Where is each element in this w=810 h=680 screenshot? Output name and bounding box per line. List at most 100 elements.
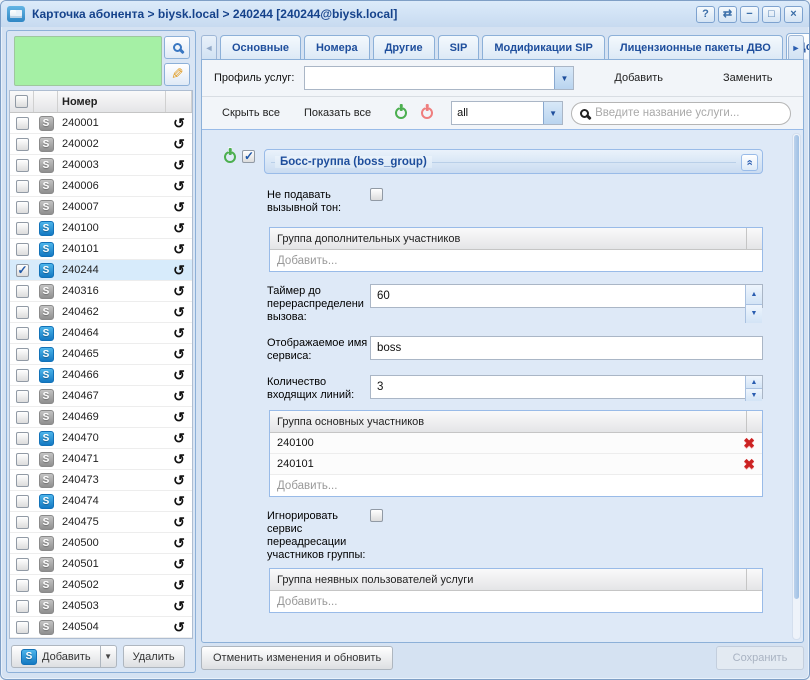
list-item[interactable]: S 240504 ↺ <box>10 617 192 638</box>
list-item[interactable]: S 240003 ↺ <box>10 155 192 176</box>
tab-модификации-sip[interactable]: Модификации SIP <box>482 35 605 59</box>
row-checkbox[interactable] <box>15 263 29 277</box>
no-ring-checkbox[interactable] <box>370 188 383 201</box>
history-icon[interactable]: ↺ <box>173 514 185 530</box>
spinner-up-icon[interactable]: ▲ <box>746 376 762 389</box>
row-checkbox[interactable] <box>15 620 29 634</box>
row-checkbox[interactable] <box>15 347 29 361</box>
select-all-checkbox[interactable] <box>15 95 28 108</box>
history-icon[interactable]: ↺ <box>173 346 185 362</box>
tab-sip[interactable]: SIP <box>437 35 480 59</box>
list-item[interactable]: S 240465 ↺ <box>10 344 192 365</box>
refresh-button[interactable]: ⇄ <box>718 5 737 23</box>
history-icon[interactable]: ↺ <box>173 409 185 425</box>
list-item[interactable]: S 240100 ↺ <box>10 218 192 239</box>
row-checkbox[interactable] <box>15 557 29 571</box>
timer-input[interactable] <box>370 284 763 308</box>
member-row[interactable]: 240100 ✖ <box>270 433 762 454</box>
main-group-add-row[interactable]: Добавить... <box>270 475 762 496</box>
row-checkbox[interactable] <box>15 599 29 613</box>
history-icon[interactable]: ↺ <box>173 367 185 383</box>
list-item[interactable]: S 240471 ↺ <box>10 449 192 470</box>
history-icon[interactable]: ↺ <box>173 577 185 593</box>
row-checkbox[interactable] <box>15 494 29 508</box>
tab-лицензионные-пакеты-дво[interactable]: Лицензионные пакеты ДВО <box>607 35 783 59</box>
history-icon[interactable]: ↺ <box>173 178 185 194</box>
tab-номера[interactable]: Номера <box>303 35 370 59</box>
row-checkbox[interactable] <box>15 221 29 235</box>
list-item[interactable]: S 240473 ↺ <box>10 470 192 491</box>
collapse-button[interactable]: « <box>741 154 758 171</box>
history-icon[interactable]: ↺ <box>173 136 185 152</box>
history-icon[interactable]: ↺ <box>173 283 185 299</box>
add-number-button[interactable]: S Добавить <box>11 645 101 668</box>
list-item[interactable]: S 240474 ↺ <box>10 491 192 512</box>
show-all-button[interactable]: Показать все <box>303 107 372 119</box>
row-checkbox[interactable] <box>15 452 29 466</box>
list-item[interactable]: S 240502 ↺ <box>10 575 192 596</box>
list-item[interactable]: S 240462 ↺ <box>10 302 192 323</box>
tab-scroll-right[interactable]: ► <box>788 35 804 59</box>
history-icon[interactable]: ↺ <box>173 115 185 131</box>
help-button[interactable]: ? <box>696 5 715 23</box>
tab-основные[interactable]: Основные <box>220 35 301 59</box>
service-enabled-checkbox[interactable] <box>242 149 255 163</box>
edit-button[interactable]: ✎ <box>164 63 190 86</box>
service-filter-select[interactable]: all ▼ <box>451 101 564 125</box>
list-item[interactable]: S 240475 ↺ <box>10 512 192 533</box>
add-number-dropdown[interactable]: ▼ <box>100 645 117 668</box>
list-item[interactable]: S 240101 ↺ <box>10 239 192 260</box>
history-icon[interactable]: ↺ <box>173 388 185 404</box>
row-checkbox[interactable] <box>15 116 29 130</box>
history-icon[interactable]: ↺ <box>173 262 185 278</box>
row-checkbox[interactable] <box>15 242 29 256</box>
history-icon[interactable]: ↺ <box>173 556 185 572</box>
implicit-group-add-row[interactable]: Добавить... <box>270 591 762 612</box>
profile-replace-button[interactable]: Заменить <box>723 72 773 84</box>
tab-другие[interactable]: Другие <box>372 35 435 59</box>
history-icon[interactable]: ↺ <box>173 598 185 614</box>
list-item[interactable]: S 240007 ↺ <box>10 197 192 218</box>
row-checkbox[interactable] <box>15 389 29 403</box>
list-item[interactable]: S 240464 ↺ <box>10 323 192 344</box>
list-item[interactable]: S 240001 ↺ <box>10 113 192 134</box>
history-icon[interactable]: ↺ <box>173 493 185 509</box>
chevron-down-icon[interactable]: ▼ <box>543 102 563 124</box>
quick-search-textarea[interactable] <box>14 36 162 86</box>
enable-all-icon[interactable] <box>395 107 408 119</box>
delete-number-button[interactable]: Удалить <box>122 645 185 668</box>
list-item[interactable]: S 240006 ↺ <box>10 176 192 197</box>
minimize-button[interactable]: − <box>740 5 759 23</box>
list-item[interactable]: S 240470 ↺ <box>10 428 192 449</box>
cancel-refresh-button[interactable]: Отменить изменения и обновить <box>201 646 394 670</box>
scrollbar-thumb[interactable] <box>794 135 799 599</box>
history-icon[interactable]: ↺ <box>173 304 185 320</box>
service-search-input[interactable] <box>595 107 782 119</box>
list-item[interactable]: S 240503 ↺ <box>10 596 192 617</box>
row-checkbox[interactable] <box>15 137 29 151</box>
maximize-button[interactable]: □ <box>762 5 781 23</box>
spinner-up-icon[interactable]: ▲ <box>746 285 762 305</box>
row-checkbox[interactable] <box>15 515 29 529</box>
profile-add-button[interactable]: Добавить <box>614 72 664 84</box>
service-power-icon[interactable] <box>224 150 236 163</box>
delete-member-icon[interactable]: ✖ <box>743 456 755 472</box>
chevron-down-icon[interactable]: ▼ <box>554 67 574 89</box>
list-item[interactable]: S 240244 ↺ <box>10 260 192 281</box>
row-checkbox[interactable] <box>15 158 29 172</box>
list-item[interactable]: S 240466 ↺ <box>10 365 192 386</box>
list-item[interactable]: S 240500 ↺ <box>10 533 192 554</box>
history-icon[interactable]: ↺ <box>173 157 185 173</box>
row-checkbox[interactable] <box>15 473 29 487</box>
profile-combo[interactable]: ▼ <box>304 66 575 90</box>
delete-member-icon[interactable]: ✖ <box>743 435 755 451</box>
list-item[interactable]: S 240002 ↺ <box>10 134 192 155</box>
extra-group-add-row[interactable]: Добавить... <box>270 250 762 271</box>
history-icon[interactable]: ↺ <box>173 451 185 467</box>
history-icon[interactable]: ↺ <box>173 619 185 635</box>
row-checkbox[interactable] <box>15 200 29 214</box>
tab-scroll-left[interactable]: ◄ <box>201 35 217 59</box>
row-checkbox[interactable] <box>15 410 29 424</box>
spinner-down-icon[interactable]: ▼ <box>746 389 762 401</box>
save-button[interactable]: Сохранить <box>716 646 804 670</box>
